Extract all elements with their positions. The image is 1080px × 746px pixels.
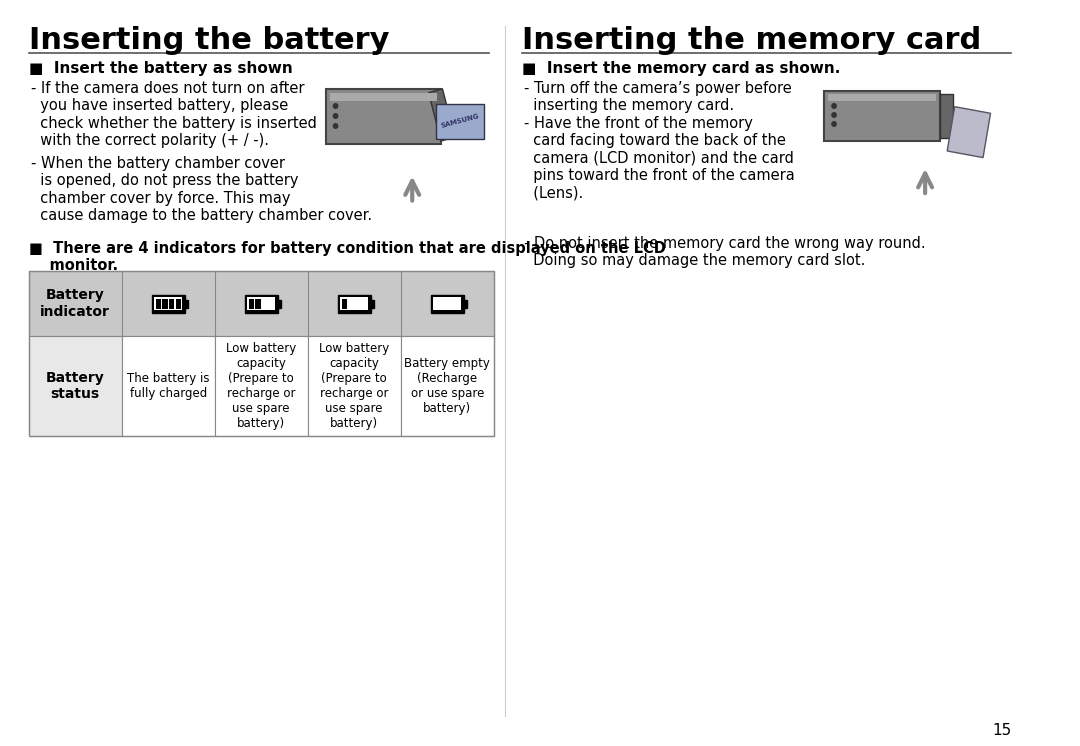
- Bar: [29, 271, 494, 336]
- Bar: [176, 298, 180, 309]
- Bar: [152, 295, 185, 313]
- Bar: [269, 298, 273, 309]
- Text: - When the battery chamber cover
  is opened, do not press the battery
  chamber: - When the battery chamber cover is open…: [30, 156, 372, 223]
- Bar: [947, 107, 990, 157]
- Text: - Have the front of the memory
  card facing toward the back of the
  camera (LC: - Have the front of the memory card faci…: [525, 116, 795, 201]
- Text: ■  Insert the battery as shown: ■ Insert the battery as shown: [29, 61, 293, 76]
- Bar: [362, 298, 367, 309]
- Text: SAMSUNG: SAMSUNG: [441, 113, 480, 129]
- Bar: [940, 94, 953, 138]
- Bar: [455, 298, 460, 309]
- Text: Inserting the battery: Inserting the battery: [29, 26, 389, 55]
- Bar: [29, 336, 122, 436]
- Circle shape: [832, 121, 837, 127]
- Circle shape: [333, 113, 338, 119]
- Bar: [29, 271, 494, 436]
- Text: ■  There are 4 indicators for battery condition that are displayed on the LCD
  : ■ There are 4 indicators for battery con…: [29, 241, 665, 273]
- Bar: [248, 298, 254, 309]
- Text: Inserting the memory card: Inserting the memory card: [523, 26, 982, 55]
- Bar: [431, 295, 463, 313]
- Text: Low battery
capacity
(Prepare to
recharge or
use spare
battery): Low battery capacity (Prepare to recharg…: [319, 342, 390, 430]
- Bar: [433, 297, 461, 310]
- Bar: [442, 298, 446, 309]
- Bar: [340, 297, 368, 310]
- Bar: [436, 104, 484, 139]
- Bar: [429, 89, 455, 141]
- Text: The battery is
fully charged: The battery is fully charged: [127, 372, 210, 400]
- Bar: [255, 298, 260, 309]
- Bar: [349, 298, 353, 309]
- Bar: [168, 298, 174, 309]
- Bar: [162, 298, 167, 309]
- Circle shape: [333, 123, 338, 129]
- Text: Battery empty
(Recharge
or use spare
battery): Battery empty (Recharge or use spare bat…: [404, 357, 490, 415]
- Text: - If the camera does not turn on after
  you have inserted battery, please
  che: - If the camera does not turn on after y…: [30, 81, 316, 148]
- Circle shape: [333, 103, 338, 109]
- Bar: [341, 298, 347, 309]
- Text: Battery
status: Battery status: [45, 371, 105, 401]
- Circle shape: [832, 103, 837, 109]
- Text: - Do not insert the memory card the wrong way round.
  Doing so may damage the m: - Do not insert the memory card the wron…: [525, 236, 926, 269]
- Text: Low battery
capacity
(Prepare to
recharge or
use spare
battery): Low battery capacity (Prepare to recharg…: [226, 342, 296, 430]
- Bar: [245, 295, 278, 313]
- Bar: [156, 298, 161, 309]
- Bar: [828, 94, 935, 101]
- Bar: [448, 298, 454, 309]
- Bar: [308, 336, 401, 436]
- Bar: [370, 299, 375, 307]
- Bar: [215, 336, 308, 436]
- Bar: [355, 298, 360, 309]
- Bar: [338, 295, 370, 313]
- Bar: [326, 89, 441, 143]
- Bar: [329, 93, 437, 101]
- Bar: [262, 298, 267, 309]
- Bar: [154, 297, 183, 310]
- Bar: [824, 91, 940, 141]
- Text: ■  Insert the memory card as shown.: ■ Insert the memory card as shown.: [523, 61, 841, 76]
- Bar: [401, 336, 494, 436]
- Bar: [247, 297, 275, 310]
- Text: Battery
indicator: Battery indicator: [40, 289, 110, 319]
- Text: 15: 15: [993, 723, 1011, 738]
- Bar: [463, 299, 468, 307]
- Bar: [435, 298, 440, 309]
- Circle shape: [832, 112, 837, 118]
- Bar: [185, 299, 188, 307]
- Text: - Turn off the camera’s power before
  inserting the memory card.: - Turn off the camera’s power before ins…: [525, 81, 792, 113]
- Bar: [278, 299, 282, 307]
- Bar: [122, 336, 215, 436]
